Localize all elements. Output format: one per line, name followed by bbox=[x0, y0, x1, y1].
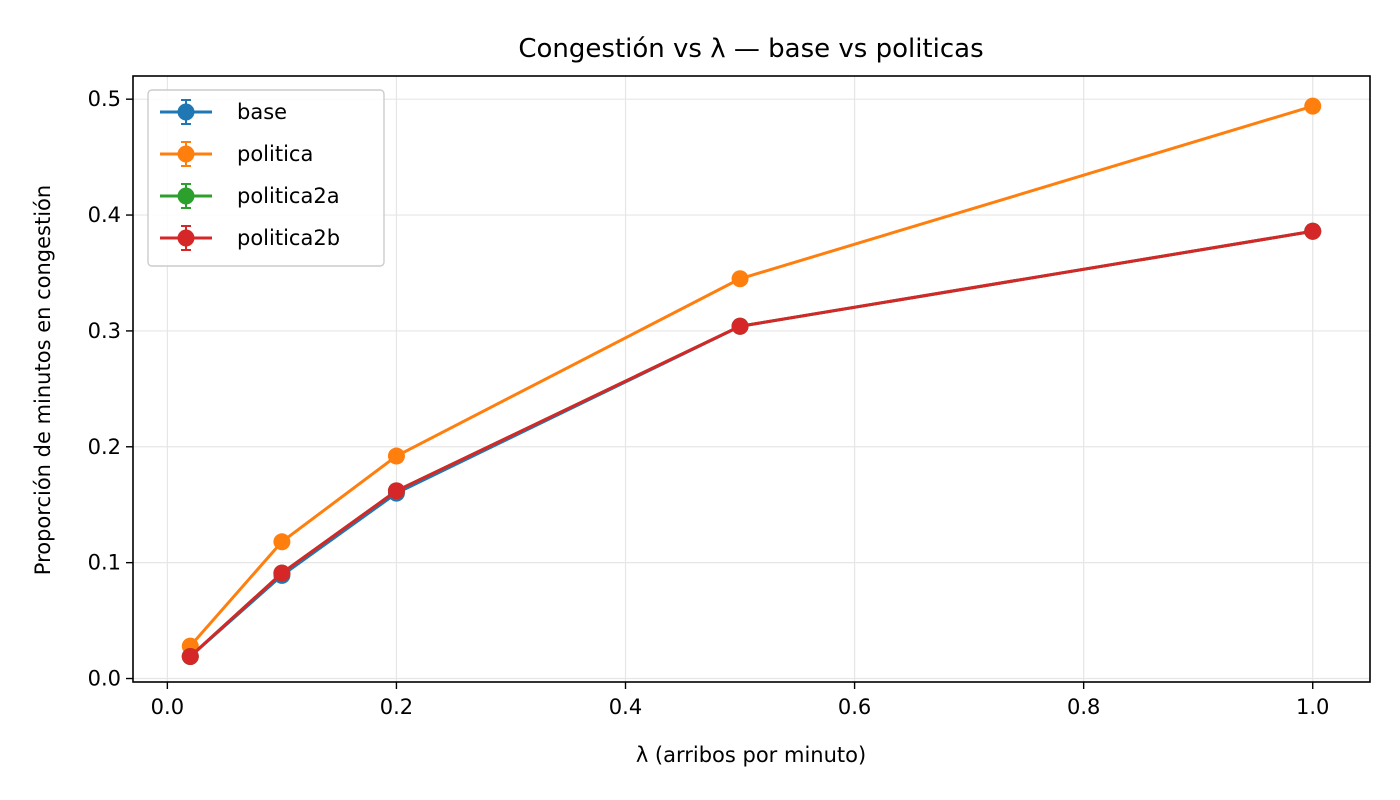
series-politica bbox=[181, 97, 1322, 655]
x-tick-label: 0.0 bbox=[151, 695, 184, 719]
data-point-politica bbox=[273, 533, 291, 551]
x-axis-label: λ (arribos por minuto) bbox=[636, 743, 866, 767]
legend-entry-politica2a: politica2a bbox=[160, 183, 340, 209]
chart-title: Congestión vs λ — base vs politicas bbox=[518, 34, 983, 64]
data-point-politica2b bbox=[181, 648, 199, 666]
y-axis-label: Proporción de minutos en congestión bbox=[31, 185, 55, 575]
x-tick-label: 0.4 bbox=[609, 695, 642, 719]
y-tick-label: 0.3 bbox=[88, 319, 121, 343]
y-tick-label: 0.0 bbox=[88, 667, 121, 691]
legend-marker-politica bbox=[177, 145, 195, 163]
plot-area-frame bbox=[132, 75, 1371, 683]
x-tick-label: 0.6 bbox=[838, 695, 871, 719]
data-point-politica bbox=[387, 447, 405, 465]
legend-label: politica2a bbox=[237, 184, 340, 208]
y-tick-label: 0.1 bbox=[88, 551, 121, 575]
y-tick-label: 0.4 bbox=[88, 203, 121, 227]
legend-entry-politica2b: politica2b bbox=[160, 225, 340, 251]
x-tick-label: 0.8 bbox=[1067, 695, 1100, 719]
data-point-politica2b bbox=[387, 482, 405, 500]
legend-entry-base: base bbox=[160, 99, 287, 125]
x-tick-label: 0.2 bbox=[380, 695, 413, 719]
legend-marker-politica2a bbox=[177, 187, 195, 205]
data-point-politica2b bbox=[1304, 222, 1322, 240]
legend-box bbox=[147, 89, 385, 267]
y-tick-label: 0.2 bbox=[88, 435, 121, 459]
data-point-politica bbox=[731, 270, 749, 288]
legend-label: politica2b bbox=[237, 226, 340, 250]
series-politica2b bbox=[181, 222, 1322, 666]
series-group bbox=[181, 97, 1322, 666]
data-point-politica2b bbox=[731, 317, 749, 335]
legend: base politica politica2a politica2b bbox=[147, 89, 385, 267]
data-point-politica bbox=[1304, 97, 1322, 115]
legend-entry-politica: politica bbox=[160, 141, 313, 167]
legend-marker-politica2b bbox=[177, 229, 195, 247]
legend-label: base bbox=[237, 100, 287, 124]
x-tick-label: 1.0 bbox=[1296, 695, 1329, 719]
legend-label: politica bbox=[237, 142, 313, 166]
data-point-politica2b bbox=[273, 564, 291, 582]
y-tick-label: 0.5 bbox=[88, 87, 121, 111]
axis-ticks: 0.0 0.2 0.4 0.6 0.8 1.0 0.0 0.1 0.2 0.3 0.4 0.5 bbox=[88, 87, 1330, 719]
grid bbox=[133, 76, 1370, 682]
legend-marker-base bbox=[177, 103, 195, 121]
